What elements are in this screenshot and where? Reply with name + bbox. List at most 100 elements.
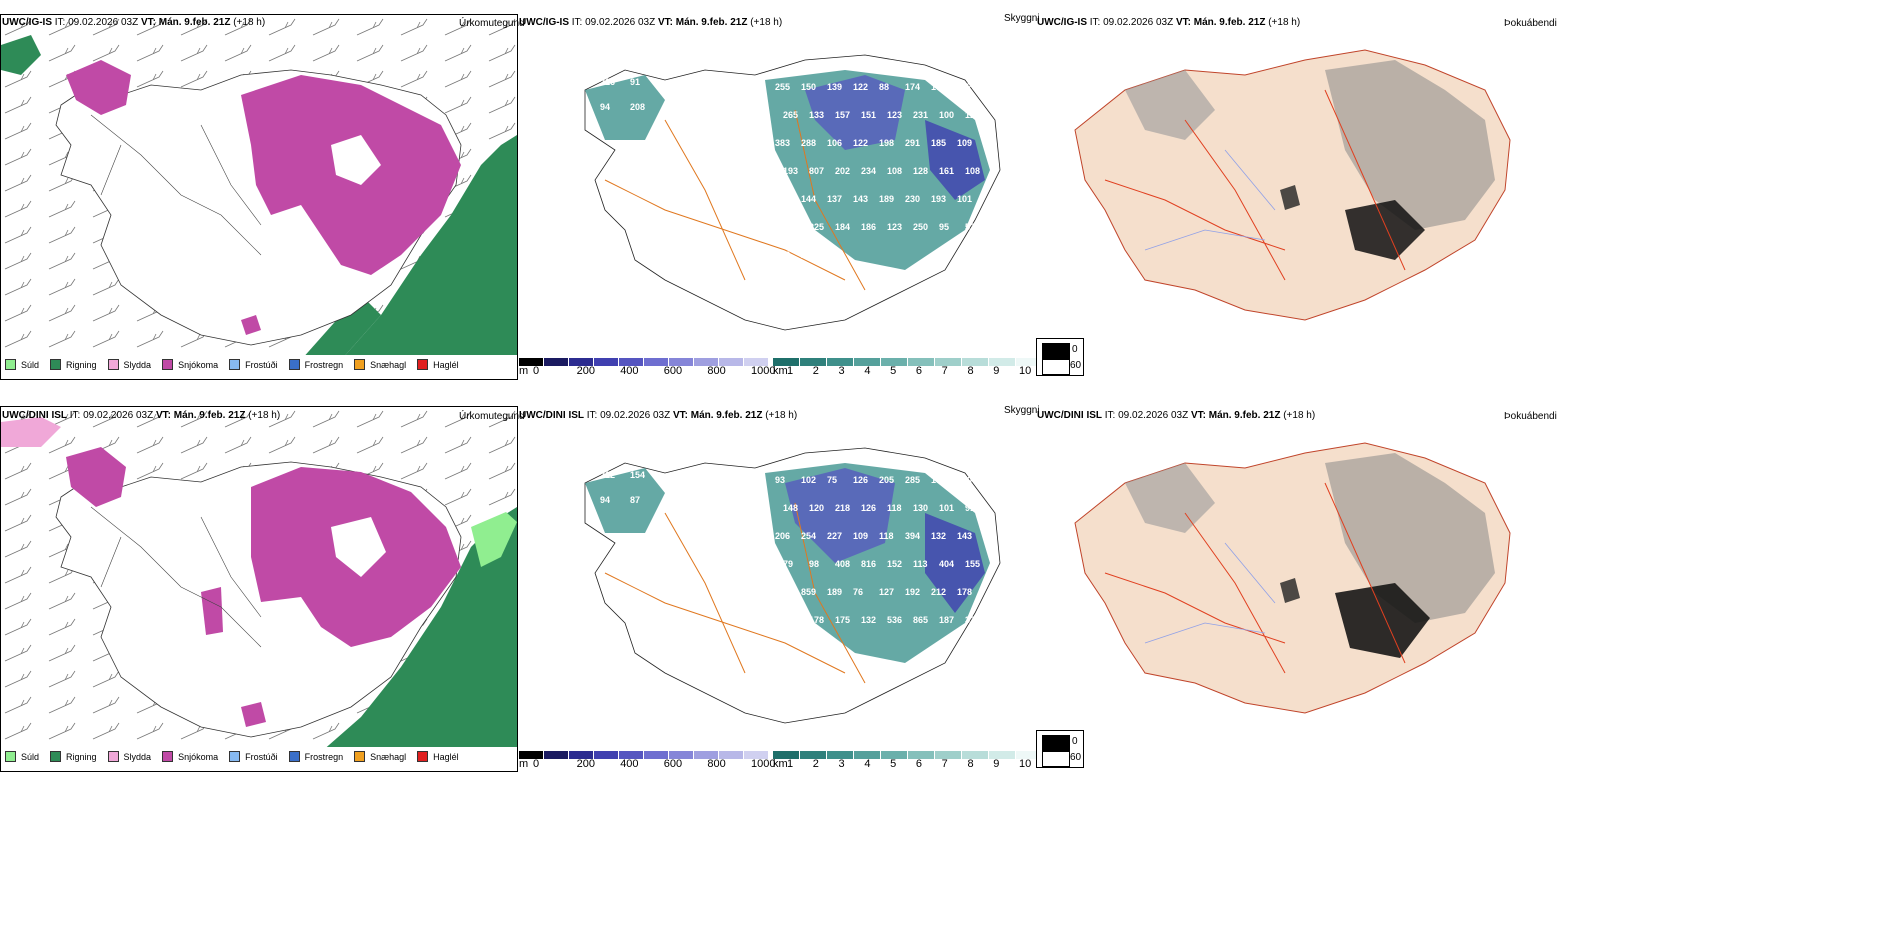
cloudbase-label: 227 [827,531,842,541]
top-visibility-title: Skyggni [1004,13,1040,24]
cloudbase-label: 123 [887,222,902,232]
bottom-cloud-model: UWC/DINI ISL [519,410,584,421]
colorbar-tick: 800 [707,758,726,770]
colorbar-segment [881,751,908,759]
cloudbase-label: 109 [957,138,972,148]
colorbar-tick: 1000 [751,365,776,377]
colorbar-unit: m [519,365,529,377]
rain-area-east [345,135,517,355]
cloudbase-label: 154 [630,470,645,480]
colorbar-tick: 4 [864,758,871,770]
cloudbase-label: 265 [783,110,798,120]
cloudbase-label: 198 [879,138,894,148]
colorbar-segment [519,358,544,366]
cloudbase-label: 189 [879,194,894,204]
cloudbase-label: 807 [809,166,824,176]
colorbar-tick: 5 [890,758,897,770]
bottom-fog-lead: (+18 h) [1283,410,1316,421]
cloudbase-label: 87 [630,495,640,505]
colorbar-segment [569,358,594,366]
cloudbase-label: 231 [913,110,928,120]
cloudbase-label: 101 [957,194,972,204]
bottom-fog-it: IT: 09.02.2026 03Z [1104,410,1189,421]
cloudbase-label: 94 [600,495,610,505]
cloudbase-label: 91 [965,503,975,513]
legend-label: Haglél [433,751,459,762]
colorbar-segment [594,751,619,759]
legend-label: Frostregn [304,751,344,762]
colorbar-tick: 3 [838,365,845,377]
bottom-cloud-title: UWC/DINI ISL IT: 09.02.2026 03Z VT: Mán.… [519,410,797,422]
legend-item-7: Haglél [417,751,459,762]
cloudbase-label: 101 [939,503,954,513]
top-fog-title: UWC/IG-IS IT: 09.02.2026 03Z VT: Mán. 9.… [1037,17,1300,29]
cloudbase-label: 208 [630,102,645,112]
colorbar-tick: 10 [1019,365,1032,377]
colorbar-segment [989,358,1016,366]
snow-hole [331,517,386,577]
bottom-precip-map [1,407,517,747]
top-cloud-model: UWC/IG-IS [519,17,569,28]
colorbar-segment [773,751,800,759]
bottom-cloudbase-colorbar [519,751,769,759]
cloudbase-label: 343 [783,222,798,232]
bottom-lead: (+18 h) [248,410,281,421]
cloudbase-label: 108 [965,166,980,176]
legend-item-4: Frostúði [229,751,278,762]
cloudbase-label: 898 [775,250,790,260]
top-cloud-labels: 216 91 94 208 255 150 139 122 88 174 172 1078 265 133… [600,77,980,260]
cloudbase-label: 126 [853,475,868,485]
legend-swatch [5,751,16,762]
cloudbase-label: 205 [879,475,894,485]
colorbar-segment [569,751,594,759]
colorbar-tick: 800 [707,365,726,377]
colorbar-segment [854,358,881,366]
top-fog-model: UWC/IG-IS [1037,17,1087,28]
cloudbase-label: 192 [905,587,920,597]
colorbar-segment [962,358,989,366]
legend-label: Súld [21,751,40,762]
bottom-visibility-title: Skyggni [1004,405,1040,416]
top-cloud-title: UWC/IG-IS IT: 09.02.2026 03Z VT: Mán. 9.… [519,17,782,29]
cloudbase-label: 206 [775,531,790,541]
cloudbase-label: 150 [801,82,816,92]
cloudbase-label: 108 [887,166,902,176]
cloudbase-label: 120 [809,503,824,513]
colorbar-tick: 9 [993,758,1000,770]
bottom-precip-title: UWC/DINI ISL IT: 09.02.2026 03Z VT: Mán.… [2,410,280,422]
colorbar-tick: 4 [864,365,871,377]
colorbar-segment [935,751,962,759]
cloudbase-label: 120 [965,110,980,120]
bottom-precip-frame [0,406,518,772]
cloudbase-label: 102 [801,475,816,485]
cloudbase-label: 126 [861,503,876,513]
cloudbase-label: 137 [827,194,842,204]
cloudbase-label: 151 [861,110,876,120]
cloudbase-label: 174 [905,82,920,92]
legend-label: Frostúði [245,751,278,762]
cloudbase-label: 93 [775,475,785,485]
bottom-fog-model: UWC/DINI ISL [1037,410,1102,421]
cloudbase-label: 136 [931,475,946,485]
cloudbase-label: 185 [931,138,946,148]
cloudbase-label: 123 [887,110,902,120]
legend-item-3: Snjókoma [162,359,218,370]
legend-swatch [50,751,62,762]
top-model: UWC/IG-IS [2,17,52,28]
cloudbase-label: 88 [879,82,889,92]
colorbar-segment [669,358,694,366]
cloudbase-label: 250 [913,222,928,232]
legend-swatch [50,359,62,370]
fog-legend-0: 0 [1072,736,1078,747]
top-precip-type-title: Úrkomutegund [459,18,525,29]
legend-swatch [354,751,366,762]
fog-dense [1345,200,1425,260]
legend-label: Frostúði [245,359,278,370]
colorbar-segment [544,751,569,759]
cloudbase-label: 408 [835,559,850,569]
top-cloudbase-colorbar [519,358,769,366]
cloudbase-label: 100 [939,110,954,120]
colorbar-segment [544,358,569,366]
colorbar-segment [962,751,989,759]
cloudbase-label: 152 [887,559,902,569]
